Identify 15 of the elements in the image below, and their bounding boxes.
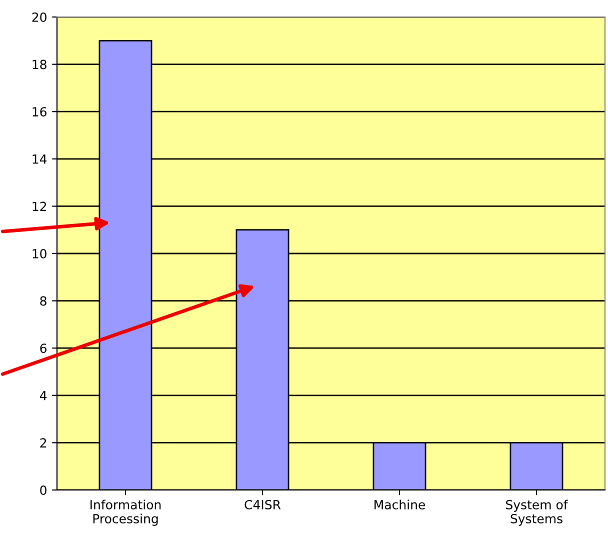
x-tick-label: Machine <box>374 500 425 510</box>
y-tick-label: 0 <box>40 485 46 495</box>
y-tick-label: 20 <box>32 12 46 22</box>
y-tick-label: 8 <box>40 296 46 306</box>
y-tick-label: 4 <box>40 391 47 400</box>
y-tick-label: 10 <box>32 248 46 258</box>
y-tick-label: 12 <box>32 202 46 211</box>
y-tick-label: 16 <box>32 107 46 117</box>
y-tick-label: 2 <box>40 438 46 448</box>
x-tick-label: Information Processing <box>90 500 161 526</box>
x-tick-label: System of Systems <box>506 500 568 526</box>
x-tick-label: C4ISR <box>244 500 281 510</box>
y-tick-label: 14 <box>32 154 47 164</box>
y-tick-label: 6 <box>40 344 46 354</box>
y-tick-label: 18 <box>32 60 46 70</box>
